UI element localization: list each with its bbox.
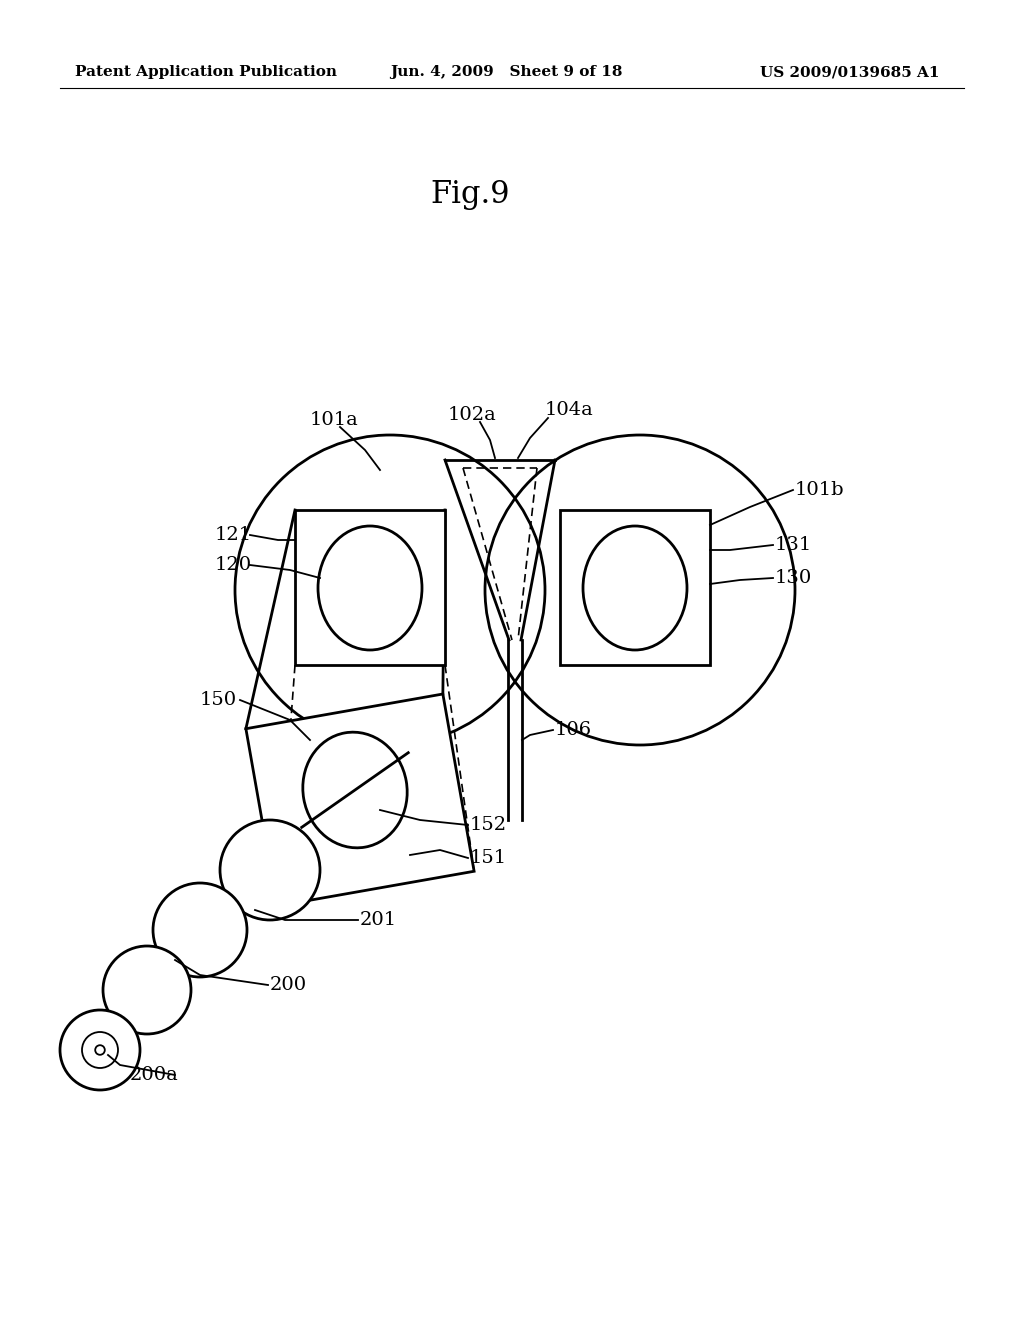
Text: 152: 152 bbox=[470, 816, 507, 834]
Text: US 2009/0139685 A1: US 2009/0139685 A1 bbox=[760, 65, 939, 79]
Bar bbox=[295, 510, 445, 665]
Text: 150: 150 bbox=[200, 690, 238, 709]
Text: 200a: 200a bbox=[130, 1067, 179, 1084]
Circle shape bbox=[60, 1010, 140, 1090]
Circle shape bbox=[153, 883, 247, 977]
Circle shape bbox=[103, 946, 191, 1034]
Text: 106: 106 bbox=[555, 721, 592, 739]
Text: Patent Application Publication: Patent Application Publication bbox=[75, 65, 337, 79]
Text: Jun. 4, 2009   Sheet 9 of 18: Jun. 4, 2009 Sheet 9 of 18 bbox=[390, 65, 623, 79]
Text: 121: 121 bbox=[215, 525, 252, 544]
Polygon shape bbox=[246, 694, 474, 906]
Text: 151: 151 bbox=[470, 849, 507, 867]
Text: 120: 120 bbox=[215, 556, 252, 574]
Circle shape bbox=[220, 820, 319, 920]
Text: 200: 200 bbox=[270, 975, 307, 994]
Text: 102a: 102a bbox=[449, 407, 497, 424]
Text: 101a: 101a bbox=[310, 411, 358, 429]
Text: 104a: 104a bbox=[545, 401, 594, 418]
Text: 201: 201 bbox=[360, 911, 397, 929]
Text: Fig.9: Fig.9 bbox=[430, 180, 510, 210]
Text: 130: 130 bbox=[775, 569, 812, 587]
Text: 131: 131 bbox=[775, 536, 812, 554]
Text: 101b: 101b bbox=[795, 480, 845, 499]
Bar bbox=[560, 510, 710, 665]
